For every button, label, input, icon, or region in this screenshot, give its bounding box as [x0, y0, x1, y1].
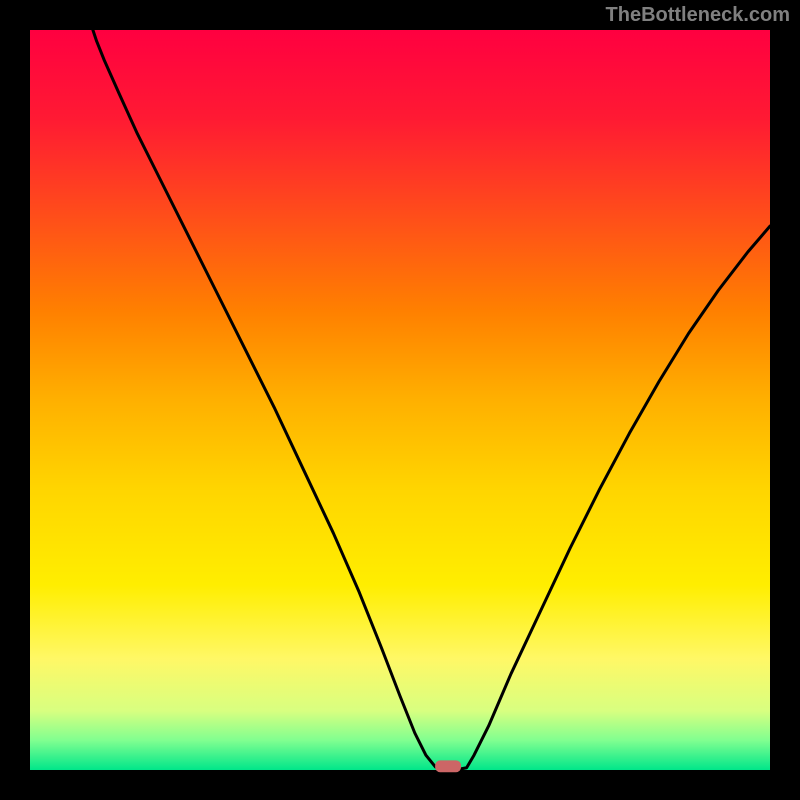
- watermark-text: TheBottleneck.com: [606, 4, 790, 27]
- minimum-marker: [435, 760, 461, 772]
- bottleneck-chart: [0, 0, 800, 800]
